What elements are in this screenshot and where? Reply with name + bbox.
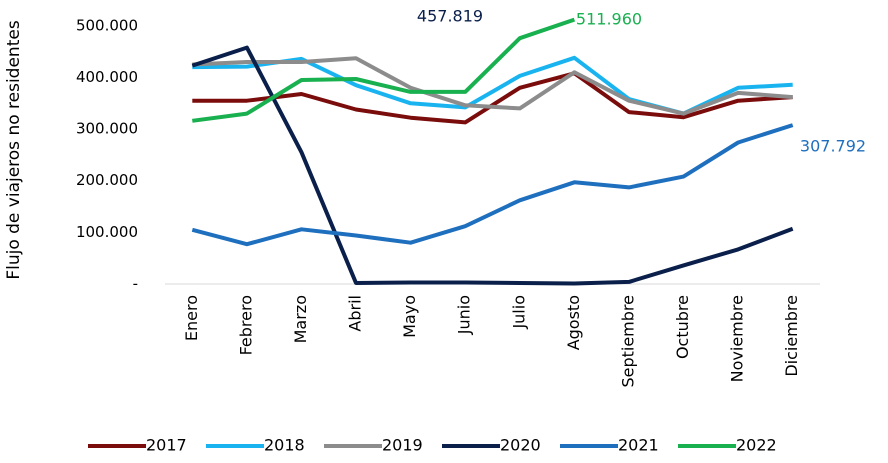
legend-label: 2018 bbox=[264, 436, 305, 455]
x-tick-label: Abril bbox=[346, 295, 365, 332]
x-tick-label: Mayo bbox=[400, 295, 419, 338]
y-tick-label: - bbox=[133, 275, 138, 293]
y-tick-label: 400.000 bbox=[76, 68, 138, 86]
series-line bbox=[191, 45, 794, 286]
y-tick-label: 200.000 bbox=[76, 171, 138, 189]
series-line bbox=[191, 123, 794, 247]
legend-label: 2022 bbox=[736, 436, 777, 455]
x-tick-label: Enero bbox=[182, 295, 201, 341]
legend-label: 2017 bbox=[146, 436, 187, 455]
legend-label: 2019 bbox=[382, 436, 423, 455]
x-tick-label: Marzo bbox=[291, 295, 310, 343]
y-axis-label: Flujo de viajeros no residentes bbox=[4, 20, 24, 280]
y-tick-label: 100.000 bbox=[76, 223, 138, 241]
x-tick-label: Junio bbox=[455, 295, 474, 335]
x-tick-label: Noviembre bbox=[728, 295, 747, 382]
x-tick-label: Septiembre bbox=[618, 295, 637, 388]
series-line bbox=[192, 17, 576, 123]
y-tick-label: 300.000 bbox=[76, 120, 138, 138]
data-label: 307.792 bbox=[800, 137, 866, 156]
x-tick-label: Diciembre bbox=[782, 295, 801, 377]
x-tick-label: Octubre bbox=[673, 295, 692, 359]
series-line bbox=[192, 56, 793, 116]
x-tick-label: Febrero bbox=[236, 295, 255, 355]
data-label: 511.960 bbox=[576, 10, 642, 29]
legend-label: 2021 bbox=[618, 436, 659, 455]
x-tick-label: Julio bbox=[509, 295, 528, 330]
x-tick-label: Agosto bbox=[564, 295, 583, 350]
y-tick-label: 500.000 bbox=[76, 16, 138, 34]
data-label: 457.819 bbox=[417, 7, 483, 26]
legend-label: 2020 bbox=[500, 436, 541, 455]
